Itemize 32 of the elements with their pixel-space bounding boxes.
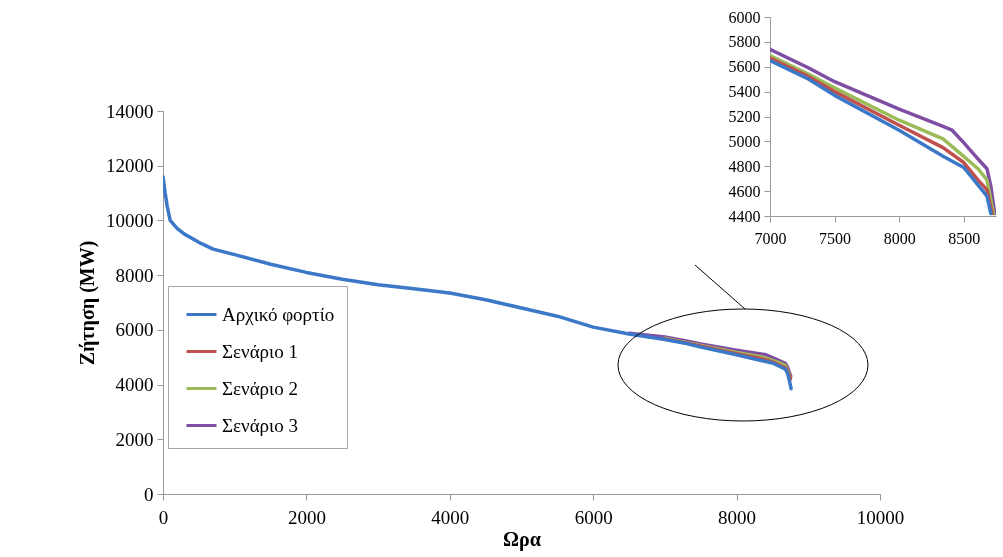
x-tick-label: 7000 — [754, 229, 787, 247]
y-tick-label: 10000 — [106, 209, 154, 231]
y-tick-label: 4800 — [728, 157, 761, 175]
x-tick-label: 0 — [158, 506, 169, 528]
x-tick-label: 4000 — [431, 506, 470, 528]
y-tick-label: 14000 — [106, 100, 154, 122]
legend-label: Σενάριο 1 — [222, 340, 298, 362]
x-tick-label: 8000 — [883, 229, 916, 247]
y-tick-label: 5200 — [728, 108, 761, 125]
y-tick-label: 4000 — [115, 374, 154, 396]
legend-label: Σενάριο 3 — [222, 414, 298, 436]
legend-label: Αρχικό φορτίο — [222, 303, 335, 325]
x-tick-label: 2000 — [287, 506, 326, 528]
y-tick-label: 4400 — [728, 207, 761, 225]
x-tick-label: 7500 — [819, 229, 852, 247]
y-tick-label: 12000 — [106, 155, 154, 177]
y-tick-label: 0 — [144, 483, 154, 505]
y-tick-label: 5400 — [728, 83, 761, 101]
x-tick-label: 10000 — [856, 506, 905, 528]
y-tick-label: 6000 — [728, 8, 761, 26]
y-tick-label: 5000 — [728, 132, 761, 150]
x-tick-label: 6000 — [574, 506, 613, 528]
x-axis-title: Ωρα — [503, 527, 541, 551]
legend-label: Σενάριο 2 — [222, 377, 298, 399]
x-tick-label: 8500 — [948, 229, 981, 247]
y-tick-label: 6000 — [115, 319, 154, 341]
y-tick-label: 5800 — [728, 33, 761, 51]
y-axis-title: Ζήτηση (MW) — [76, 240, 99, 366]
y-tick-label: 5600 — [728, 58, 761, 76]
y-tick-label: 4600 — [728, 182, 761, 200]
y-tick-label: 8000 — [115, 264, 154, 286]
y-tick-label: 2000 — [115, 428, 154, 450]
